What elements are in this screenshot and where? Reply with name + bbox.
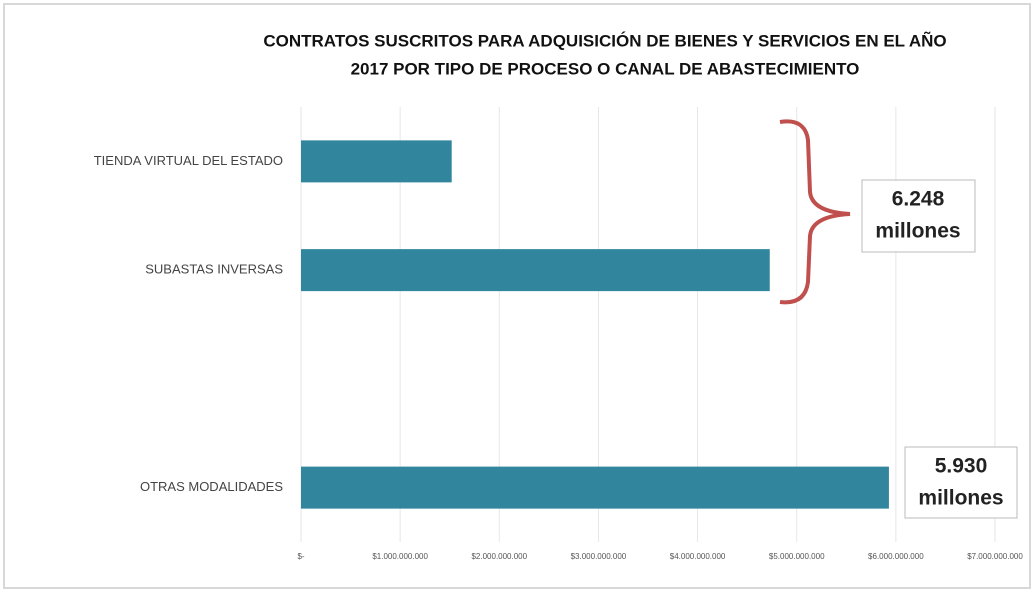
annotation: 6.248: [892, 188, 945, 211]
x-tick-label: $7.000.000.000: [967, 552, 1023, 561]
annotation: 5.930: [935, 455, 988, 478]
x-tick-label: $5.000.000.000: [769, 552, 825, 561]
x-tick-label: $3.000.000.000: [571, 552, 627, 561]
brace: [779, 119, 851, 305]
y-tick-label: SUBASTAS INVERSAS: [145, 262, 283, 277]
chart-title: CONTRATOS SUSCRITOS PARA ADQUISICIÓN DE …: [263, 30, 946, 50]
bar: [301, 466, 889, 509]
annotation-box: [861, 179, 976, 253]
bar: [301, 140, 452, 183]
x-tick-label: $4.000.000.000: [670, 552, 726, 561]
annotation: millones: [918, 487, 1003, 510]
y-tick-label: TIENDA VIRTUAL DEL ESTADO: [94, 153, 283, 168]
bar: [301, 249, 770, 292]
annotation-box: [904, 446, 1018, 519]
x-tick-label: $2.000.000.000: [471, 552, 527, 561]
x-tick-label: $1.000.000.000: [372, 552, 428, 561]
annotation: millones: [875, 220, 960, 243]
x-tick-label: $-: [297, 552, 304, 561]
chart-title: 2017 POR TIPO DE PROCESO O CANAL DE ABAS…: [351, 59, 860, 78]
y-tick-label: OTRAS MODALIDADES: [140, 479, 283, 494]
x-tick-label: $6.000.000.000: [868, 552, 924, 561]
